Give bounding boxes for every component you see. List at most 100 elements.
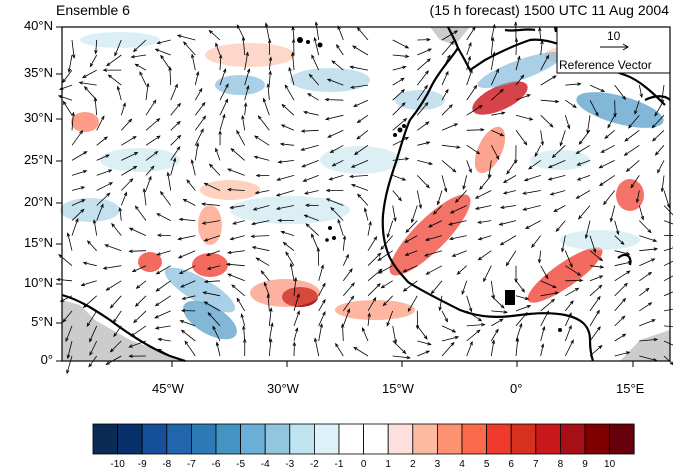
wind-vector-head: [363, 207, 368, 212]
wind-vector-head: [499, 88, 504, 93]
wind-vector-head: [549, 123, 554, 128]
wind-vector-head: [652, 238, 658, 242]
wind-vector-head: [279, 142, 285, 146]
wind-vector-head: [253, 155, 259, 160]
wind-vector: [280, 143, 295, 146]
wind-vector: [466, 105, 483, 116]
wind-vector: [311, 234, 320, 251]
wind-vector: [304, 190, 319, 194]
wind-vector: [565, 83, 581, 86]
colorbar-label: -3: [285, 459, 295, 470]
wind-vector-head: [80, 208, 85, 213]
wind-vector-head: [289, 262, 294, 268]
wind-vector-head: [393, 339, 397, 345]
colorbar-swatch: [609, 423, 635, 455]
wind-vector-head: [537, 259, 542, 264]
wind-vector: [466, 329, 481, 342]
wind-vector-head: [88, 363, 93, 368]
wind-vector: [281, 124, 295, 131]
wind-vector-head: [174, 83, 178, 88]
wind-vector-head: [296, 293, 300, 298]
wind-vector: [663, 275, 673, 282]
wind-vector-head: [226, 187, 232, 192]
lat-label-30: 30°N: [23, 110, 53, 125]
wind-vector-head: [400, 77, 405, 82]
wind-vector: [331, 60, 344, 71]
wind-vector-head: [154, 302, 160, 307]
wind-vector: [160, 191, 172, 206]
wind-vector: [251, 235, 270, 237]
wind-vector: [276, 190, 295, 196]
wind-vector: [318, 299, 326, 312]
wind-vector: [531, 235, 542, 248]
wind-vector-head: [406, 355, 411, 360]
wind-vector: [636, 190, 640, 203]
wind-vector-head: [521, 288, 525, 293]
wind-vector: [466, 310, 482, 322]
wind-vector-head: [424, 101, 429, 107]
wind-vector-head: [156, 233, 162, 237]
wind-vector-head: [427, 224, 433, 228]
wind-vector-head: [251, 246, 257, 250]
wind-vector: [367, 221, 372, 236]
wind-vector: [179, 218, 196, 221]
wind-vector-head: [177, 236, 182, 241]
wind-vector: [167, 172, 172, 191]
wind-vector: [634, 100, 640, 115]
wind-vector-head: [200, 128, 204, 133]
wind-vector: [478, 235, 492, 240]
wind-vector-head: [386, 233, 390, 239]
wind-vector: [318, 324, 323, 342]
wind-vector: [113, 310, 122, 323]
wind-vector: [330, 144, 344, 153]
wind-vector: [441, 104, 453, 116]
wind-vector-head: [549, 192, 555, 196]
wind-vector: [416, 190, 422, 209]
wind-vector-head: [157, 348, 162, 353]
wind-vector-head: [418, 204, 422, 210]
wind-vector: [67, 340, 73, 359]
wind-vector-head: [453, 123, 459, 127]
wind-vector-head: [609, 217, 614, 223]
wind-vector: [281, 104, 295, 116]
wind-vector-head: [373, 236, 378, 241]
wind-vector-head: [566, 124, 571, 130]
wind-vector: [500, 205, 517, 209]
wind-vector-head: [152, 99, 157, 104]
wind-vector: [639, 220, 652, 233]
wind-vector-head: [572, 104, 577, 108]
wind-vector: [106, 280, 122, 291]
wind-vector-head: [255, 173, 261, 178]
wind-vector-head: [540, 39, 544, 45]
wind-vector-head: [501, 111, 506, 115]
wind-vector-head: [475, 150, 481, 155]
wind-vector: [589, 345, 603, 357]
wind-vector: [329, 175, 344, 180]
wind-vector-head: [304, 191, 309, 195]
wind-vector-head: [423, 335, 428, 340]
wind-vector-head: [80, 186, 86, 190]
wind-vector-head: [595, 112, 599, 117]
wind-vector-head: [301, 164, 306, 168]
wind-vector: [227, 189, 245, 191]
wind-vector: [177, 35, 196, 41]
wind-vector-head: [148, 175, 152, 181]
wind-vector: [490, 52, 495, 71]
wind-vector-head: [231, 284, 236, 289]
wind-vector-head: [613, 113, 617, 118]
wind-vector: [96, 154, 110, 161]
wind-vector: [129, 250, 147, 252]
wind-vector: [342, 282, 355, 297]
wind-vector-head: [62, 100, 67, 106]
colorbar-swatch: [190, 423, 217, 455]
wind-vector: [392, 137, 409, 146]
lon-label-30w: 30°W: [267, 381, 299, 396]
wind-vector: [490, 340, 495, 357]
wind-vector-head: [361, 327, 366, 332]
wind-vector-head: [276, 177, 281, 181]
wind-vector-head: [647, 229, 652, 234]
wind-vector: [143, 188, 147, 206]
wind-vector-head: [277, 218, 282, 223]
wind-vector: [194, 71, 199, 86]
wind-vector-head: [625, 351, 631, 355]
